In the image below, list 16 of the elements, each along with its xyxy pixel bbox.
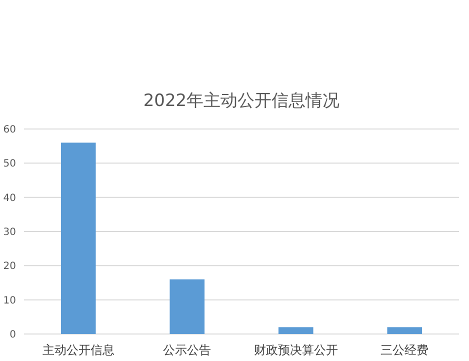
x-tick-label: 三公经费 bbox=[380, 343, 429, 357]
y-tick-label: 40 bbox=[3, 192, 16, 204]
y-tick-label: 20 bbox=[3, 261, 16, 272]
y-tick-label: 60 bbox=[3, 124, 16, 136]
bar bbox=[278, 327, 314, 334]
y-tick-label: 30 bbox=[3, 227, 16, 238]
x-tick-label: 公示公告 bbox=[163, 343, 212, 357]
x-tick-label: 财政预决算公开 bbox=[254, 343, 338, 357]
y-tick-label: 10 bbox=[3, 295, 16, 306]
chart-title: 2022年主动公开信息情况 bbox=[143, 91, 340, 111]
bar bbox=[387, 327, 422, 334]
bar bbox=[170, 279, 205, 334]
bar bbox=[60, 142, 96, 334]
y-tick-label: 50 bbox=[3, 158, 16, 170]
y-tick-label: 0 bbox=[10, 330, 16, 340]
x-tick-label: 主动公开信息 bbox=[42, 343, 114, 357]
